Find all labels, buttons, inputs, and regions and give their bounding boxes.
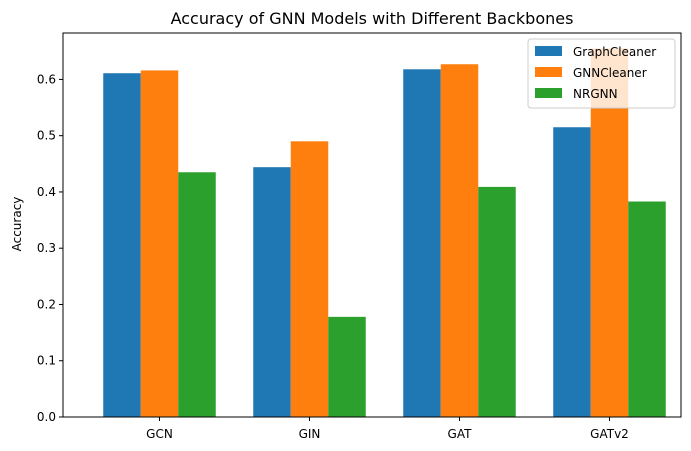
x-tick-label-gin: GIN	[299, 427, 321, 441]
bar-nrgnn-gcn	[178, 172, 216, 417]
legend-box	[527, 38, 676, 109]
bar-nrgnn-gat	[478, 186, 516, 417]
x-tick-label-gcn: GCN	[146, 427, 173, 441]
x-tick-label-gatv2: GATv2	[590, 427, 629, 441]
legend-swatch-gnncleaner	[535, 67, 562, 77]
bar-graphcleaner-gin	[253, 167, 291, 417]
y-axis: 0.0 0.1 0.2 0.3 0.4 0.5 0.6	[37, 72, 63, 424]
bar-graphcleaner-gcn	[103, 73, 141, 417]
plot-area	[103, 48, 666, 418]
y-tick-label: 0.2	[37, 297, 56, 311]
y-tick-label: 0.5	[37, 129, 56, 143]
y-tick-label: 0.4	[37, 185, 56, 199]
bar-gnncleaner-gatv2	[590, 48, 629, 417]
legend-label-graphcleaner: GraphCleaner	[573, 45, 656, 59]
y-tick-label: 0.1	[37, 354, 56, 368]
legend-swatch-graphcleaner	[535, 46, 562, 56]
legend-label-gnncleaner: GNNCleaner	[573, 66, 647, 80]
chart-title: Accuracy of GNN Models with Different Ba…	[171, 9, 574, 28]
bar-gnncleaner-gat	[440, 64, 479, 417]
bar-gnncleaner-gin	[290, 141, 329, 418]
y-tick-label: 0.6	[37, 72, 56, 86]
legend: GraphCleaner GNNCleaner NRGNN	[527, 38, 676, 109]
bar-graphcleaner-gat	[403, 69, 441, 418]
legend-label-nrgnn: NRGNN	[573, 87, 618, 101]
x-tick-label-gat: GAT	[448, 427, 473, 441]
plot-frame	[62, 32, 682, 418]
y-tick-label: 0.0	[37, 410, 56, 424]
legend-swatch-nrgnn	[535, 88, 562, 98]
bar-graphcleaner-gatv2	[553, 127, 591, 417]
bar-gnncleaner-gcn	[140, 70, 179, 418]
y-axis-label: Accuracy	[10, 197, 24, 252]
bar-nrgnn-gatv2	[628, 201, 666, 417]
bar-nrgnn-gin	[328, 316, 366, 417]
x-axis: GCN GIN GAT GATv2	[146, 417, 629, 441]
y-tick-label: 0.3	[37, 241, 56, 255]
